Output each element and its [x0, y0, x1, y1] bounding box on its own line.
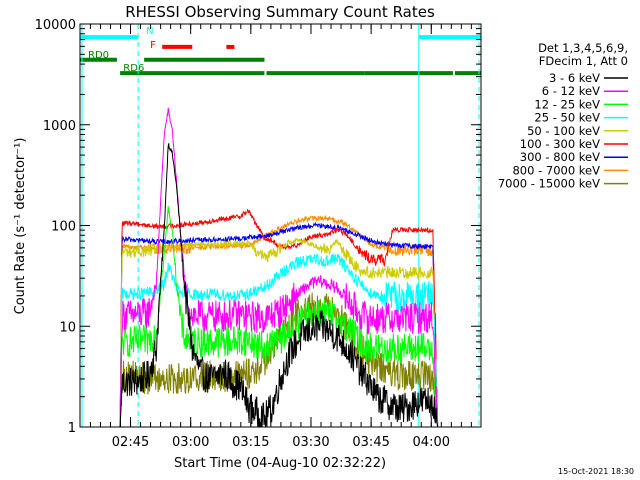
flag-label: F — [150, 40, 156, 51]
legend-header: Det 1,3,4,5,6,9, — [538, 41, 628, 55]
x-tick-label: 02:45 — [112, 435, 149, 450]
y-tick-label: 10 — [59, 320, 76, 335]
y-axis-label: Count Rate (s⁻¹ detector⁻¹) — [13, 138, 28, 315]
flag-label: N — [146, 26, 153, 37]
y-tick-label: 100 — [51, 220, 76, 235]
flag-label: RD6 — [123, 63, 144, 74]
observing-flags: NF RD0 RD6 — [80, 26, 481, 76]
series-line — [119, 206, 439, 428]
data-series — [119, 107, 439, 429]
y-tick-label: 10000 — [35, 18, 76, 33]
chart-title: RHESSI Observing Summary Count Rates — [125, 3, 435, 21]
series-line — [119, 208, 439, 428]
series-line — [119, 252, 439, 428]
legend-label: 6 - 12 keV — [542, 84, 600, 98]
legend-label: 50 - 100 keV — [527, 124, 600, 138]
legend-label: 7000 - 15000 keV — [498, 177, 600, 191]
x-axis-label: Start Time (04-Aug-10 02:32:22) — [174, 456, 386, 471]
series-line — [119, 107, 439, 428]
x-tick-label: 03:45 — [352, 435, 389, 450]
legend: Det 1,3,4,5,6,9,FDecim 1, Att 0 3 - 6 keV… — [498, 41, 628, 191]
flag-label: RD0 — [88, 50, 109, 61]
legend-label: 3 - 6 keV — [549, 71, 600, 85]
footer-date: 15-Oct-2021 18:30 — [558, 467, 634, 476]
legend-label: 800 - 7000 keV — [512, 163, 600, 177]
y-tick-label: 1000 — [43, 119, 76, 134]
x-tick-label: 03:30 — [292, 435, 329, 450]
y-tick-label: 1 — [68, 421, 76, 436]
legend-label: 25 - 50 keV — [534, 111, 600, 125]
legend-label: 12 - 25 keV — [534, 97, 600, 111]
x-tick-label: 04:00 — [413, 435, 450, 450]
x-tick-label: 03:00 — [172, 435, 209, 450]
legend-header: FDecim 1, Att 0 — [539, 54, 628, 68]
axes: 1 10 100 1000 10000 02:45 03:00 03:15 03:30 03:45… — [35, 18, 481, 450]
legend-label: 100 - 300 keV — [520, 137, 600, 151]
series-line — [119, 143, 439, 429]
x-tick-label: 03:15 — [232, 435, 269, 450]
legend-label: 300 - 800 keV — [520, 150, 600, 164]
